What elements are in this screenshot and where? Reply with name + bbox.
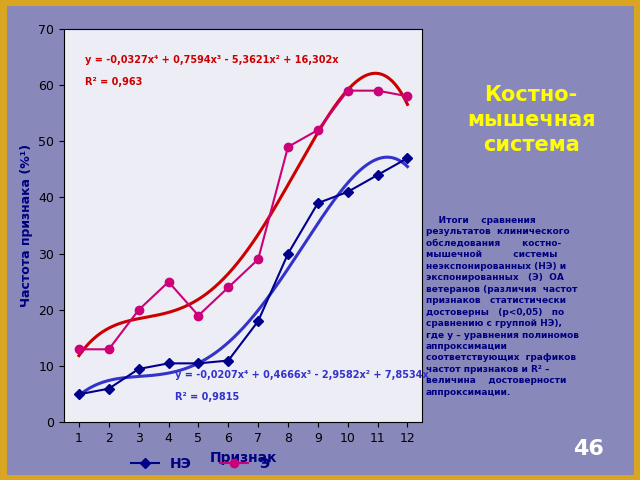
X-axis label: Признак: Признак: [209, 451, 277, 465]
Text: R² = 0,963: R² = 0,963: [85, 77, 142, 87]
Text: 46: 46: [573, 439, 604, 459]
НЭ: [374, 172, 381, 178]
НЭ: [135, 366, 143, 372]
Э: [284, 144, 292, 150]
Text: y = -0,0327x⁴ + 0,7594x³ - 5,3621x² + 16,302x: y = -0,0327x⁴ + 0,7594x³ - 5,3621x² + 16…: [85, 55, 339, 65]
Э: [105, 347, 113, 352]
НЭ: [344, 189, 351, 195]
НЭ: [404, 155, 412, 161]
Text: y = -0,0207x⁴ + 0,4666x³ - 2,9582x² + 7,8534x: y = -0,0207x⁴ + 0,4666x³ - 2,9582x² + 7,…: [175, 370, 428, 380]
НЭ: [284, 251, 292, 257]
Line: НЭ: НЭ: [76, 155, 411, 398]
Э: [374, 88, 381, 94]
Э: [254, 256, 262, 262]
Line: Э: Э: [75, 86, 412, 353]
НЭ: [195, 360, 202, 366]
Э: [344, 88, 351, 94]
НЭ: [164, 360, 172, 366]
Э: [195, 312, 202, 318]
НЭ: [105, 386, 113, 392]
Legend: НЭ, Э: НЭ, Э: [126, 451, 275, 477]
Э: [314, 127, 322, 133]
НЭ: [314, 200, 322, 206]
Э: [75, 347, 83, 352]
НЭ: [225, 358, 232, 363]
НЭ: [75, 391, 83, 397]
Y-axis label: Частота признака (%¹): Частота признака (%¹): [20, 144, 33, 307]
Э: [135, 307, 143, 313]
Э: [404, 94, 412, 99]
Text: Костно-
мышечная
система: Костно- мышечная система: [467, 85, 595, 155]
Text: Итоги    сравнения
результатов  клинического
обследования       костно-
мышечной: Итоги сравнения результатов клинического…: [426, 216, 579, 397]
Э: [164, 279, 172, 285]
НЭ: [254, 318, 262, 324]
Э: [225, 285, 232, 290]
Text: R² = 0,9815: R² = 0,9815: [175, 392, 239, 402]
